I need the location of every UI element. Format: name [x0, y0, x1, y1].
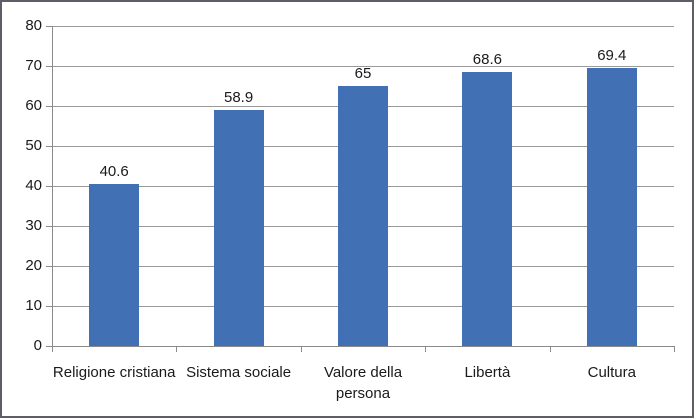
data-label: 68.6 [472, 50, 502, 68]
data-label: 40.6 [99, 162, 129, 180]
bar [462, 71, 513, 346]
gridline [52, 26, 674, 27]
bar [89, 183, 140, 346]
y-tick-mark [46, 346, 52, 347]
x-tick-mark [549, 346, 551, 352]
y-tick-mark [46, 26, 52, 27]
y-axis-tick-label: 70 [25, 57, 42, 74]
y-axis-tick-label: 60 [25, 97, 42, 114]
x-tick-mark [52, 346, 53, 352]
x-axis-line [52, 346, 674, 347]
data-label: 69.4 [597, 47, 627, 65]
x-tick-mark [674, 346, 675, 352]
x-category-label: Religione cristiana [52, 364, 176, 381]
x-tick-mark [176, 346, 178, 352]
plot-area: 40.6 58.9 65 68.6 69.4 [52, 26, 674, 346]
y-axis-tick-label: 30 [25, 217, 42, 234]
y-tick-mark [46, 146, 52, 147]
y-axis-tick-label: 40 [25, 177, 42, 194]
y-axis-tick-label: 80 [25, 17, 42, 34]
data-label: 65 [354, 65, 372, 82]
data-label: 58.9 [223, 89, 254, 107]
x-category-label: Cultura [587, 364, 636, 381]
y-axis-line [52, 26, 53, 352]
x-tick-mark [300, 346, 302, 352]
bar [586, 68, 637, 346]
y-tick-mark [46, 266, 52, 267]
y-axis-tick-label: 20 [25, 257, 42, 274]
x-category-label: Valore della persona [323, 364, 403, 402]
y-tick-mark [46, 186, 52, 187]
y-tick-mark [46, 306, 52, 307]
bar [213, 110, 264, 346]
y-tick-mark [46, 66, 52, 67]
y-axis-tick-label: 10 [25, 297, 42, 314]
x-tick-mark [425, 346, 427, 352]
x-category-label: Libertà [464, 364, 511, 381]
y-tick-mark [46, 226, 52, 227]
y-tick-mark [46, 106, 52, 107]
x-category-label: Sistema sociale [186, 364, 292, 381]
bar [338, 86, 388, 346]
y-axis-tick-label: 0 [33, 337, 42, 354]
gridline [52, 66, 674, 67]
y-axis-tick-label: 50 [25, 137, 42, 154]
